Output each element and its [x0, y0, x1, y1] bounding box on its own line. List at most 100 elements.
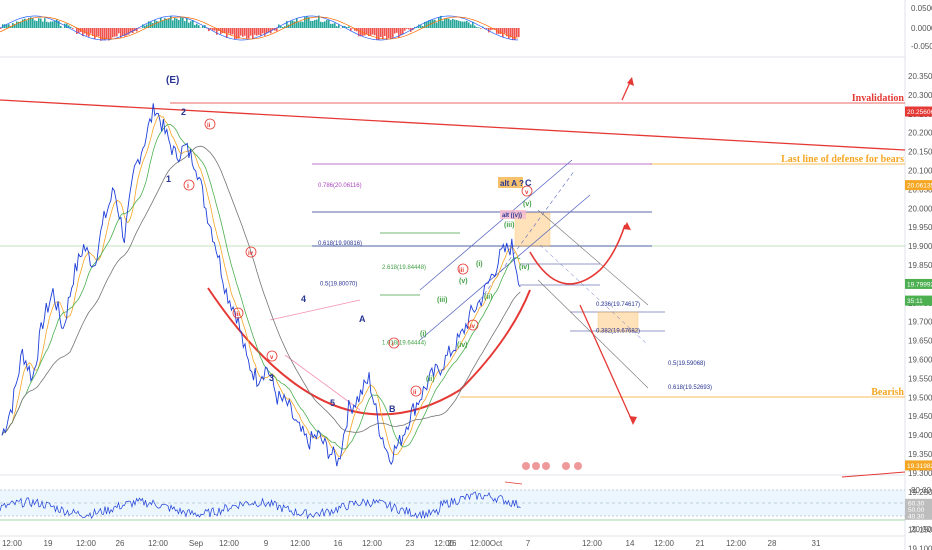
macd-bar [14, 24, 16, 28]
macd-bar [332, 23, 334, 28]
macd-bar [228, 28, 230, 34]
macd-bar [372, 28, 374, 35]
macd-bar [280, 25, 282, 28]
macd-bar [76, 28, 78, 34]
macd-bar [506, 28, 508, 37]
price-axis-tick: 19.85000 [908, 261, 932, 270]
macd-bar [190, 21, 192, 28]
macd-bar [84, 28, 86, 34]
wave-label-5: 5 [330, 398, 335, 408]
fib-level-label: 0.786(20.06116) [318, 183, 362, 189]
macd-bar [90, 28, 92, 34]
price-axis-tick: 19.30000 [908, 469, 932, 478]
alt-v-badge [500, 210, 526, 219]
time-axis-tick: 16 [334, 539, 343, 548]
event-markers[interactable] [522, 462, 582, 470]
macd-bar [248, 28, 250, 39]
macd-bar [150, 21, 152, 28]
macd-bar [252, 28, 254, 39]
macd-bar [486, 28, 488, 29]
price-axis-tick: 19.50000 [908, 393, 932, 402]
macd-bar [268, 28, 270, 33]
macd-bar [498, 28, 500, 35]
ma-slow-line [1, 145, 521, 436]
macd-bar [208, 28, 210, 32]
macd-bar [152, 22, 154, 28]
macd-bar [358, 28, 360, 37]
bearish-label: Bearish [871, 387, 904, 398]
svg-text:iv: iv [248, 251, 254, 257]
macd-bar [298, 22, 300, 28]
svg-text:(iv): (iv) [457, 342, 468, 349]
price-axis-tick: 20.10000 [908, 167, 932, 176]
fib-level-label: 0.618(19.52693) [668, 385, 712, 391]
macd-bar [404, 28, 406, 31]
macd-bar [438, 17, 440, 28]
alt-a-label: alt A ? [500, 179, 524, 188]
macd-bar [380, 28, 382, 37]
macd-bar [466, 20, 468, 28]
macd-bar [30, 17, 32, 28]
macd-bar [180, 16, 182, 28]
macd-bar [240, 28, 242, 36]
price-axis-tick: 19.15000 [908, 526, 932, 535]
price-axis-tick: 19.90000 [908, 242, 932, 251]
macd-bar [138, 28, 140, 29]
macd-bar [320, 21, 322, 28]
macd-bar [18, 21, 20, 28]
fib-level-label: 1.618(19.64444) [382, 341, 426, 347]
macd-bar [4, 24, 6, 28]
macd-bar [60, 25, 62, 28]
macd-bar [296, 18, 298, 28]
rsi-tag-label: 40.30 [908, 513, 925, 520]
macd-bar [508, 28, 510, 39]
price-tag [905, 106, 932, 117]
macd-bar [322, 22, 324, 28]
macd-bar [306, 16, 308, 28]
svg-text:ii: ii [207, 123, 211, 129]
price-axis-tick: 19.35000 [908, 450, 932, 459]
macd-bar [362, 28, 364, 36]
macd-bar [142, 24, 144, 28]
macd-bar [344, 26, 346, 28]
macd-bar [118, 28, 120, 34]
macd-bar [66, 23, 68, 28]
macd-bar [474, 25, 476, 28]
time-axis-tick: 12:00 [726, 539, 747, 548]
price-tag [905, 180, 932, 191]
macd-bar [288, 24, 290, 28]
macd-bar [312, 20, 314, 28]
fib-level-label: 0.382(19.67682) [596, 328, 640, 334]
macd-bar [244, 28, 246, 36]
svg-text:(ii): (ii) [484, 294, 493, 301]
wave-green-labels: (i) (ii) (iii) (iv) (v) (i) (ii) (iii) (… [420, 201, 532, 383]
macd-bar [384, 28, 386, 37]
macd-line [0, 15, 519, 41]
macd-bar [168, 18, 170, 28]
time-axis-tick: 12:00 [470, 539, 491, 548]
macd-bar [58, 20, 60, 28]
macd-bar [460, 21, 462, 28]
macd-bar [6, 24, 8, 28]
price-axis-tick: 20.35000 [908, 72, 932, 81]
rsi-line [0, 491, 521, 520]
price-tag-label: 19.31982 [907, 463, 932, 470]
macd-bar [102, 28, 104, 40]
macd-bar [176, 18, 178, 28]
bullish-projection-path [529, 224, 626, 285]
macd-bar [238, 28, 240, 39]
macd-bar [478, 27, 480, 28]
macd-bar [266, 28, 268, 33]
macd-bar [100, 28, 102, 41]
time-axis-tick: 9 [264, 539, 269, 548]
macd-bar [314, 19, 316, 28]
price-tag [905, 295, 932, 306]
macd-bar [108, 28, 110, 41]
macd-bar [454, 19, 456, 28]
rounding-bottom-curve [207, 287, 531, 416]
macd-bar [160, 17, 162, 28]
macd-bar [54, 20, 56, 28]
macd-bar [504, 28, 506, 34]
target-zone-box [597, 311, 639, 333]
